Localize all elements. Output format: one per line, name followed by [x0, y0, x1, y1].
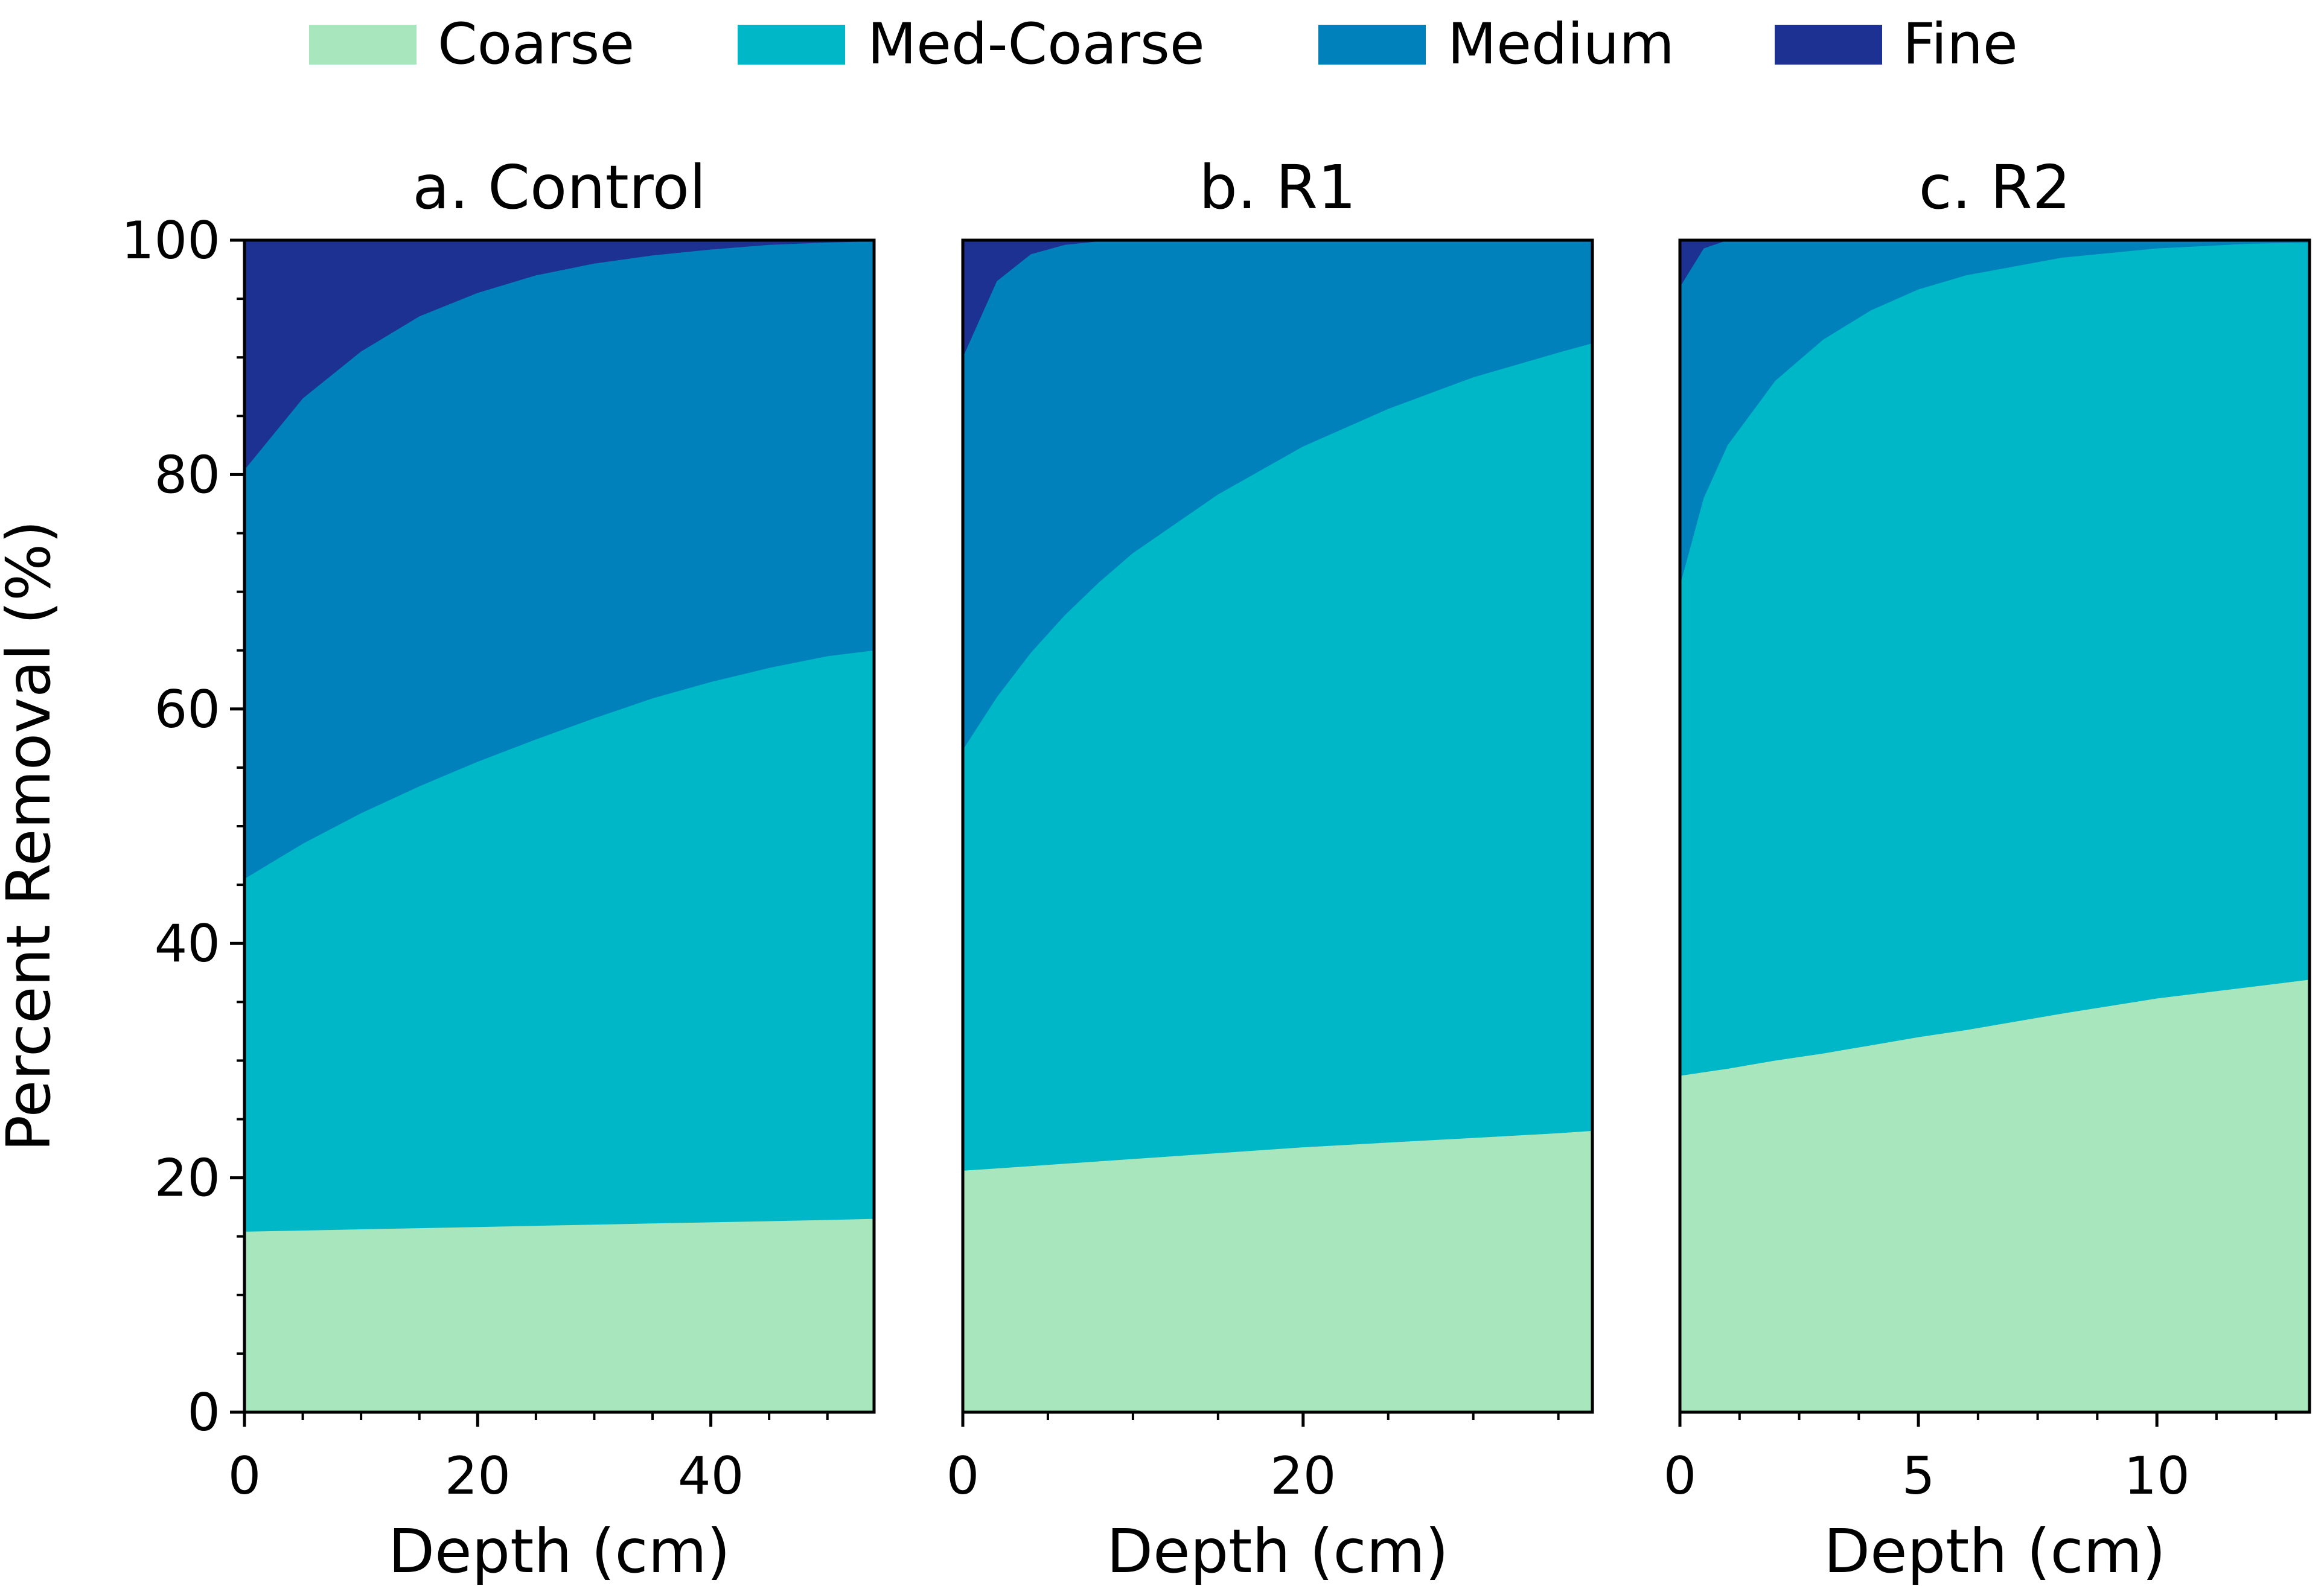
panel-title: b. R1	[1199, 152, 1356, 223]
x-tick-label: 20	[445, 1446, 511, 1506]
y-tick-label: 60	[155, 680, 220, 740]
legend-swatch-coarse	[309, 25, 417, 65]
x-tick-label: 10	[2124, 1446, 2189, 1506]
x-tick-label: 0	[228, 1446, 261, 1506]
legend-swatch-medium	[1318, 25, 1426, 65]
area-coarse	[963, 1130, 1592, 1412]
plot-frame	[961, 238, 1594, 1414]
y-tick-label: 100	[121, 211, 220, 271]
panel-b-r1: b. R1 Depth (cm) 0 20	[947, 152, 1594, 1586]
x-tick-label: 40	[678, 1446, 744, 1506]
y-axis-label: Percent Removal (%)	[0, 520, 64, 1151]
y-tick-label: 80	[155, 445, 220, 505]
legend-swatch-fine	[1775, 25, 1882, 65]
y-tick-label: 0	[187, 1383, 220, 1443]
x-tick-label: 0	[1664, 1446, 1697, 1506]
y-tick-label: 20	[155, 1148, 220, 1209]
x-tick-label: 5	[1902, 1446, 1935, 1506]
legend-label-med-coarse: Med-Coarse	[867, 11, 1205, 77]
panel-a-control: a. Control Depth (cm) 0 20 40 0 20 40 60 80 100	[121, 152, 876, 1586]
x-axis-label: Depth (cm)	[1106, 1516, 1449, 1586]
legend-label-fine: Fine	[1903, 11, 2018, 77]
legend-label-medium: Medium	[1448, 11, 1674, 77]
panel-c-r2: c. R2 Depth (cm) 0 5 10	[1664, 152, 2311, 1586]
area-coarse	[244, 1218, 874, 1412]
area-med-coarse	[244, 650, 874, 1412]
y-tick-label: 40	[155, 914, 220, 974]
legend-swatch-med-coarse	[738, 25, 845, 65]
panel-title: c. R2	[1919, 152, 2071, 223]
area-coarse	[1680, 979, 2310, 1412]
legend: Coarse Med-Coarse Medium Fine	[309, 11, 2018, 77]
plot-frame	[1678, 238, 2311, 1414]
panel-title: a. Control	[412, 152, 706, 223]
x-tick-label: 20	[1270, 1446, 1336, 1506]
x-tick-label: 0	[947, 1446, 980, 1506]
x-axis-label: Depth (cm)	[388, 1516, 730, 1586]
x-axis-label: Depth (cm)	[1824, 1516, 2166, 1586]
legend-label-coarse: Coarse	[438, 11, 634, 77]
